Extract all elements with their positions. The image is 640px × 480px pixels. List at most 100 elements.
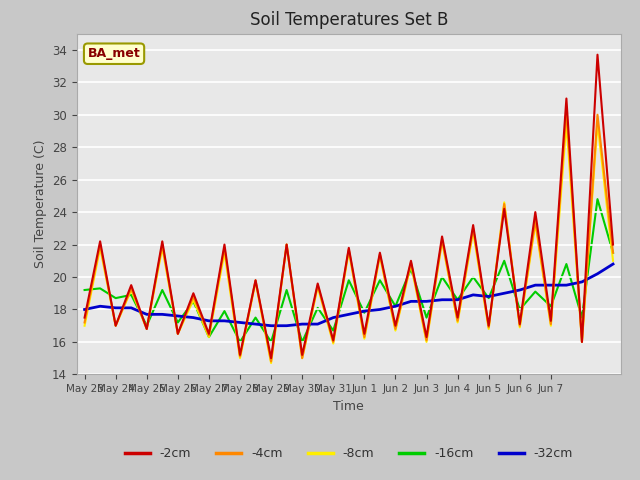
Line: -4cm: -4cm	[84, 110, 613, 361]
-32cm	[454, 297, 461, 302]
-2cm	[268, 355, 275, 361]
Legend: -2cm, -4cm, -8cm, -16cm, -32cm: -2cm, -4cm, -8cm, -16cm, -32cm	[120, 442, 578, 465]
X-axis label: Time: Time	[333, 400, 364, 413]
-16cm	[221, 308, 228, 314]
-16cm	[252, 315, 259, 321]
-8cm	[609, 258, 617, 264]
-4cm	[547, 321, 555, 327]
-16cm	[469, 274, 477, 280]
-2cm	[283, 242, 291, 248]
-2cm	[360, 331, 368, 336]
-32cm	[392, 303, 399, 309]
-32cm	[283, 323, 291, 329]
Line: -8cm: -8cm	[84, 123, 613, 363]
-16cm	[96, 286, 104, 291]
-16cm	[314, 305, 321, 311]
Line: -32cm: -32cm	[84, 264, 613, 326]
-32cm	[112, 305, 120, 311]
-4cm	[330, 339, 337, 345]
-4cm	[283, 242, 291, 248]
-2cm	[594, 52, 602, 58]
-4cm	[96, 242, 104, 248]
-4cm	[360, 334, 368, 340]
-4cm	[469, 226, 477, 231]
-4cm	[392, 326, 399, 332]
-32cm	[221, 318, 228, 324]
-4cm	[345, 247, 353, 252]
-16cm	[438, 274, 446, 280]
-8cm	[81, 323, 88, 329]
-16cm	[578, 315, 586, 321]
-32cm	[189, 315, 197, 321]
-8cm	[314, 284, 321, 289]
-8cm	[127, 287, 135, 293]
-16cm	[594, 196, 602, 202]
-8cm	[376, 253, 384, 259]
-8cm	[422, 339, 430, 345]
-2cm	[236, 352, 244, 358]
-32cm	[330, 315, 337, 321]
-8cm	[283, 242, 291, 248]
-16cm	[407, 266, 415, 272]
-32cm	[96, 303, 104, 309]
-2cm	[189, 290, 197, 296]
-8cm	[236, 355, 244, 361]
-4cm	[143, 326, 150, 332]
-8cm	[547, 323, 555, 329]
-32cm	[469, 292, 477, 298]
-2cm	[422, 334, 430, 340]
-2cm	[547, 318, 555, 324]
-32cm	[252, 321, 259, 327]
-4cm	[112, 323, 120, 329]
-4cm	[221, 245, 228, 251]
-4cm	[422, 337, 430, 343]
-8cm	[469, 228, 477, 234]
-4cm	[594, 112, 602, 118]
-2cm	[81, 315, 88, 321]
-8cm	[174, 331, 182, 336]
-2cm	[345, 245, 353, 251]
-4cm	[268, 359, 275, 364]
-8cm	[407, 261, 415, 267]
-8cm	[298, 355, 306, 361]
-16cm	[516, 307, 524, 312]
-8cm	[438, 239, 446, 244]
-8cm	[189, 297, 197, 302]
-8cm	[143, 326, 150, 332]
-2cm	[298, 352, 306, 358]
-16cm	[531, 289, 539, 295]
-2cm	[221, 242, 228, 248]
-32cm	[609, 261, 617, 267]
-16cm	[174, 320, 182, 325]
-8cm	[221, 250, 228, 255]
-4cm	[485, 324, 493, 330]
-2cm	[454, 315, 461, 321]
-4cm	[609, 250, 617, 255]
-4cm	[252, 277, 259, 283]
-4cm	[563, 107, 570, 113]
-4cm	[298, 355, 306, 361]
-2cm	[609, 242, 617, 248]
-16cm	[563, 261, 570, 267]
-32cm	[81, 307, 88, 312]
-32cm	[236, 320, 244, 325]
-4cm	[174, 331, 182, 336]
-32cm	[531, 282, 539, 288]
-2cm	[516, 321, 524, 327]
-8cm	[112, 323, 120, 329]
-16cm	[609, 250, 617, 255]
-8cm	[96, 245, 104, 251]
-16cm	[376, 277, 384, 283]
-2cm	[174, 331, 182, 336]
-16cm	[547, 303, 555, 309]
-16cm	[143, 323, 150, 329]
-2cm	[330, 337, 337, 343]
-32cm	[376, 307, 384, 312]
-2cm	[376, 250, 384, 255]
-32cm	[500, 290, 508, 296]
-8cm	[594, 120, 602, 126]
-32cm	[422, 299, 430, 304]
Title: Soil Temperatures Set B: Soil Temperatures Set B	[250, 11, 448, 29]
-32cm	[360, 308, 368, 314]
-8cm	[330, 341, 337, 347]
